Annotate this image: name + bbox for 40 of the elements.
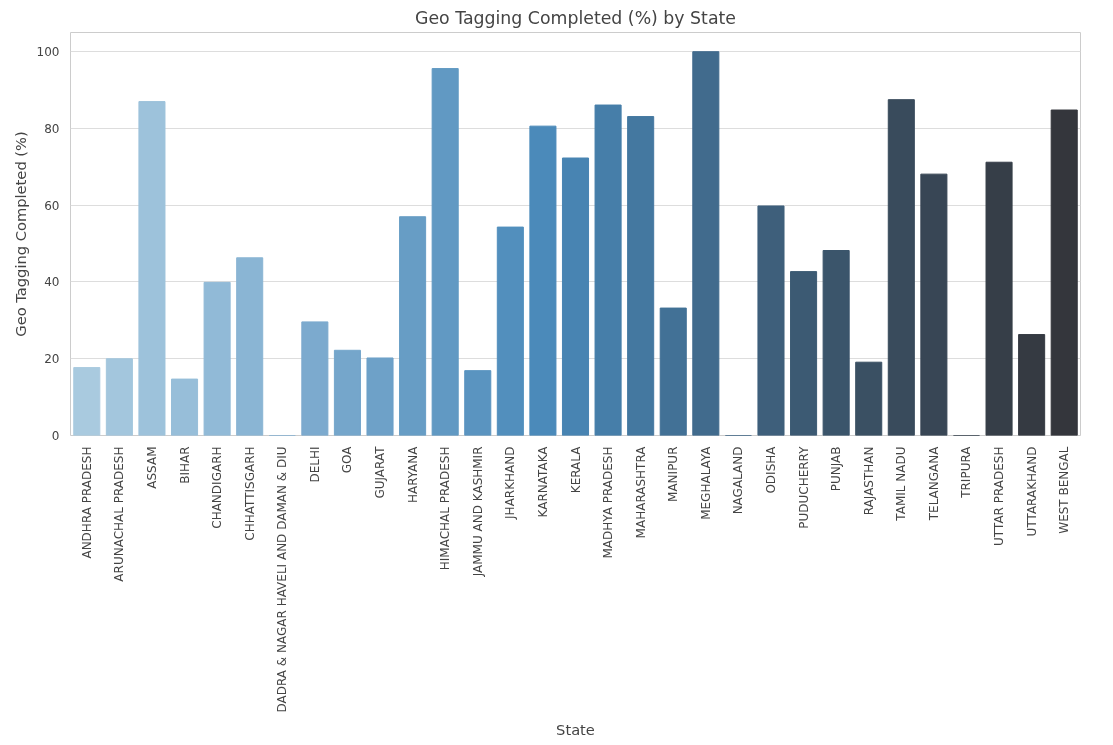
x-tick-label: DADRA & NAGAR HAVELI AND DAMAN & DIU (275, 446, 290, 713)
x-tick-label: DELHI (307, 446, 322, 483)
x-tick-label: BIHAR (177, 446, 192, 484)
x-tick-label: KARNATAKA (535, 445, 550, 518)
x-tick-label: RAJASTHAN (861, 446, 876, 516)
x-tick-label: GUJARAT (373, 445, 388, 499)
x-axis-title: State (556, 720, 595, 738)
y-tick-label: 100 (36, 45, 60, 60)
x-tick-label: CHANDIGARH (210, 446, 225, 529)
x-tick-label: ASSAM (144, 446, 159, 489)
y-tick-label: 0 (51, 429, 60, 443)
x-tick-label: ODISHA (763, 445, 778, 494)
x-tick-label: MAHARASHTRA (633, 445, 648, 539)
x-tick-label: UTTAR PRADESH (992, 446, 1007, 546)
chart-title: Geo Tagging Completed (%) by State (415, 7, 736, 28)
y-tick-label: 80 (44, 121, 60, 136)
x-tick-label: ANDHRA PRADESH (79, 446, 94, 559)
x-tick-label: KERALA (568, 445, 583, 494)
x-tick-label: WEST BENGAL (1057, 446, 1072, 534)
x-tick-label: TELANGANA (926, 445, 941, 522)
x-tick-label: GOA (340, 445, 355, 474)
x-tick-label: JHARKHAND (503, 446, 518, 520)
x-tick-label: TRIPURA (959, 445, 974, 499)
y-axis-title: Geo Tagging Completed (%) (11, 131, 29, 337)
x-tick-label: HIMACHAL PRADESH (438, 446, 453, 571)
x-tick-label: TAMIL NADU (894, 446, 909, 522)
y-tick-label: 20 (44, 352, 60, 367)
x-tick-label: MANIPUR (666, 446, 681, 502)
x-tick-label: CHHATTISGARH (242, 446, 257, 541)
x-tick-label: PUDUCHERRY (796, 445, 811, 529)
x-tick-label: NAGALAND (731, 446, 746, 515)
x-tick-label: HARYANA (405, 445, 420, 504)
x-tick-label: JAMMU AND KASHMIR (470, 446, 485, 578)
x-tick-label: ARUNACHAL PRADESH (112, 446, 127, 582)
x-tick-label: UTTARAKHAND (1024, 446, 1039, 537)
y-tick-label: 40 (44, 275, 60, 290)
x-tick-label: MEGHALAYA (698, 445, 713, 520)
x-tick-label: PUNJAB (829, 446, 844, 492)
x-tick-label: MADHYA PRADESH (601, 446, 616, 559)
y-tick-label: 60 (44, 198, 60, 213)
